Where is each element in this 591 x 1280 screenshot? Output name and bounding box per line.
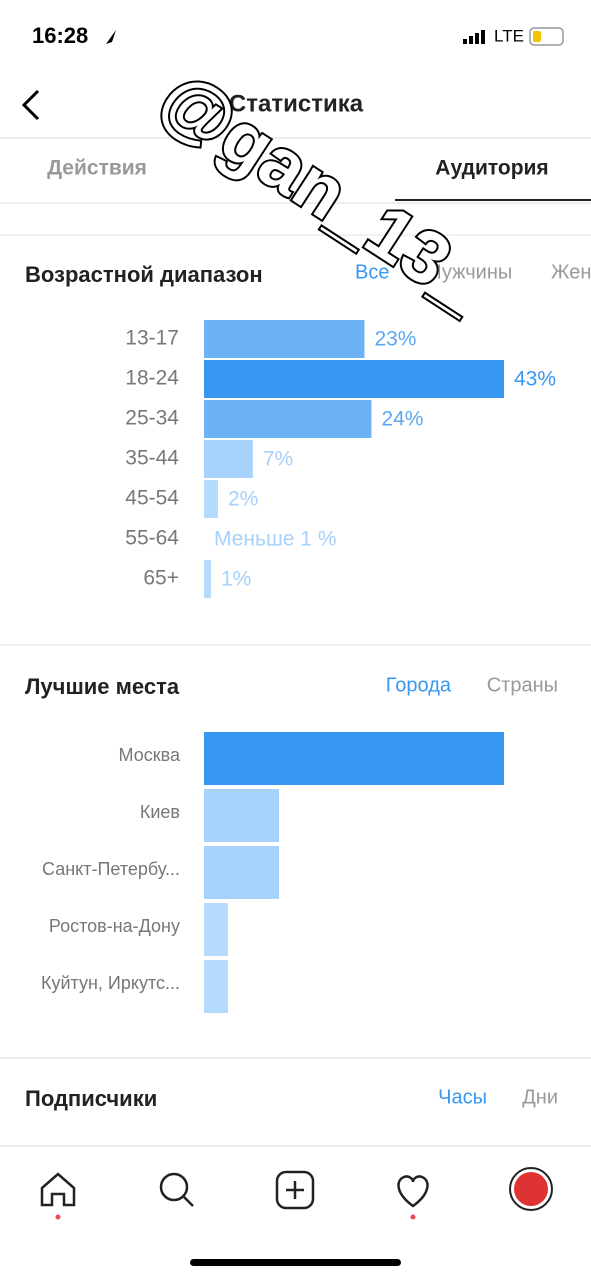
add-icon-plus: [286, 1181, 304, 1199]
value-label: Меньше 1 %: [214, 528, 337, 551]
value-label: 7%: [263, 448, 293, 471]
section-title: Лучшие места: [25, 674, 180, 699]
home-icon[interactable]: [40, 1172, 76, 1207]
age-label: 13-17: [125, 327, 179, 350]
notification-dot: [410, 1214, 416, 1220]
value-label: 2%: [228, 488, 258, 511]
add-icon[interactable]: [275, 1170, 315, 1210]
bar: [204, 320, 365, 358]
filter[interactable]: Женщины: [551, 261, 591, 283]
bar: [204, 440, 253, 478]
value-label: 43%: [514, 368, 556, 391]
filter[interactable]: Страны: [487, 674, 558, 696]
header-title: Статистика: [229, 90, 364, 117]
filter[interactable]: Дни: [522, 1086, 558, 1108]
age-chart: 13-17 23% 18-24 43% 25-34 24% 35-44 7% 45-54 2% 55…: [125, 320, 556, 598]
location-label: Ростов-на-Дону: [49, 916, 180, 936]
battery: [529, 27, 564, 46]
locations-chart: Москва Киев Санкт-Петербу... Ростов-на-Дону…: [41, 732, 504, 1013]
tab[interactable]: Действия: [47, 157, 147, 180]
filter-active[interactable]: Города: [386, 674, 452, 696]
filter-active[interactable]: Часы: [438, 1086, 487, 1108]
bar: [204, 560, 211, 598]
filter-active[interactable]: Все: [355, 261, 389, 283]
age-label: 25-34: [125, 407, 179, 430]
location-label: Москва: [119, 745, 181, 765]
battery-level: [533, 31, 541, 42]
section-title: Возрастной диапазон: [25, 262, 263, 287]
value-label: 24%: [381, 408, 423, 431]
value-label: 23%: [374, 328, 416, 351]
activity-icon[interactable]: [397, 1175, 429, 1208]
tab-indicator: [395, 199, 591, 201]
profile-photo: [514, 1172, 548, 1206]
bar: [204, 360, 504, 398]
location-label: Санкт-Петербу...: [42, 859, 180, 879]
bar: [204, 480, 218, 518]
filter[interactable]: Мужчины: [425, 261, 512, 283]
tab-active[interactable]: Аудитория: [435, 157, 548, 180]
bar: [204, 903, 228, 956]
notification-dot: [55, 1214, 61, 1220]
location-label: Куйтун, Иркутс...: [41, 973, 180, 993]
bar: [204, 400, 372, 438]
location-icon: [106, 30, 116, 44]
value-label: 1%: [221, 568, 251, 591]
home-indicator: [190, 1259, 401, 1266]
age-label: 65+: [143, 567, 179, 590]
age-label: 35-44: [125, 447, 179, 470]
back-button[interactable]: [21, 89, 40, 121]
signal-icon: [463, 30, 485, 44]
bar: [204, 789, 279, 842]
network: LTE: [494, 26, 524, 45]
age-label: 55-64: [125, 527, 179, 550]
time: 16:28: [32, 23, 88, 48]
search-icon[interactable]: [159, 1172, 189, 1202]
bar: [204, 846, 279, 899]
section-title: Подписчики: [25, 1086, 157, 1111]
age-label: 18-24: [125, 367, 179, 390]
search-icon-handle: [183, 1196, 194, 1207]
location-label: Киев: [140, 802, 180, 822]
bar: [204, 960, 228, 1013]
age-label: 45-54: [125, 487, 179, 510]
bar: [204, 732, 504, 785]
